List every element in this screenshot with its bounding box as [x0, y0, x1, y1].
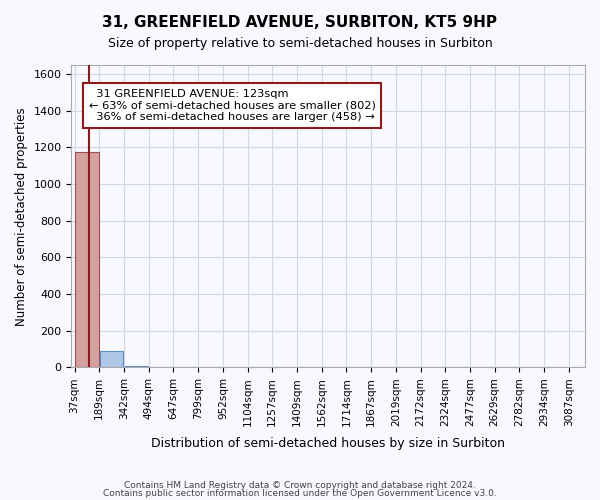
- Bar: [125, 366, 148, 368]
- Bar: [75, 152, 98, 368]
- Text: 31, GREENFIELD AVENUE, SURBITON, KT5 9HP: 31, GREENFIELD AVENUE, SURBITON, KT5 9HP: [103, 15, 497, 30]
- Bar: [100, 351, 124, 368]
- Y-axis label: Number of semi-detached properties: Number of semi-detached properties: [15, 107, 28, 326]
- Text: Size of property relative to semi-detached houses in Surbiton: Size of property relative to semi-detach…: [107, 38, 493, 51]
- X-axis label: Distribution of semi-detached houses by size in Surbiton: Distribution of semi-detached houses by …: [151, 437, 505, 450]
- Text: Contains HM Land Registry data © Crown copyright and database right 2024.: Contains HM Land Registry data © Crown c…: [124, 481, 476, 490]
- Text: 31 GREENFIELD AVENUE: 123sqm
← 63% of semi-detached houses are smaller (802)
  3: 31 GREENFIELD AVENUE: 123sqm ← 63% of se…: [89, 89, 376, 122]
- Text: Contains public sector information licensed under the Open Government Licence v3: Contains public sector information licen…: [103, 488, 497, 498]
